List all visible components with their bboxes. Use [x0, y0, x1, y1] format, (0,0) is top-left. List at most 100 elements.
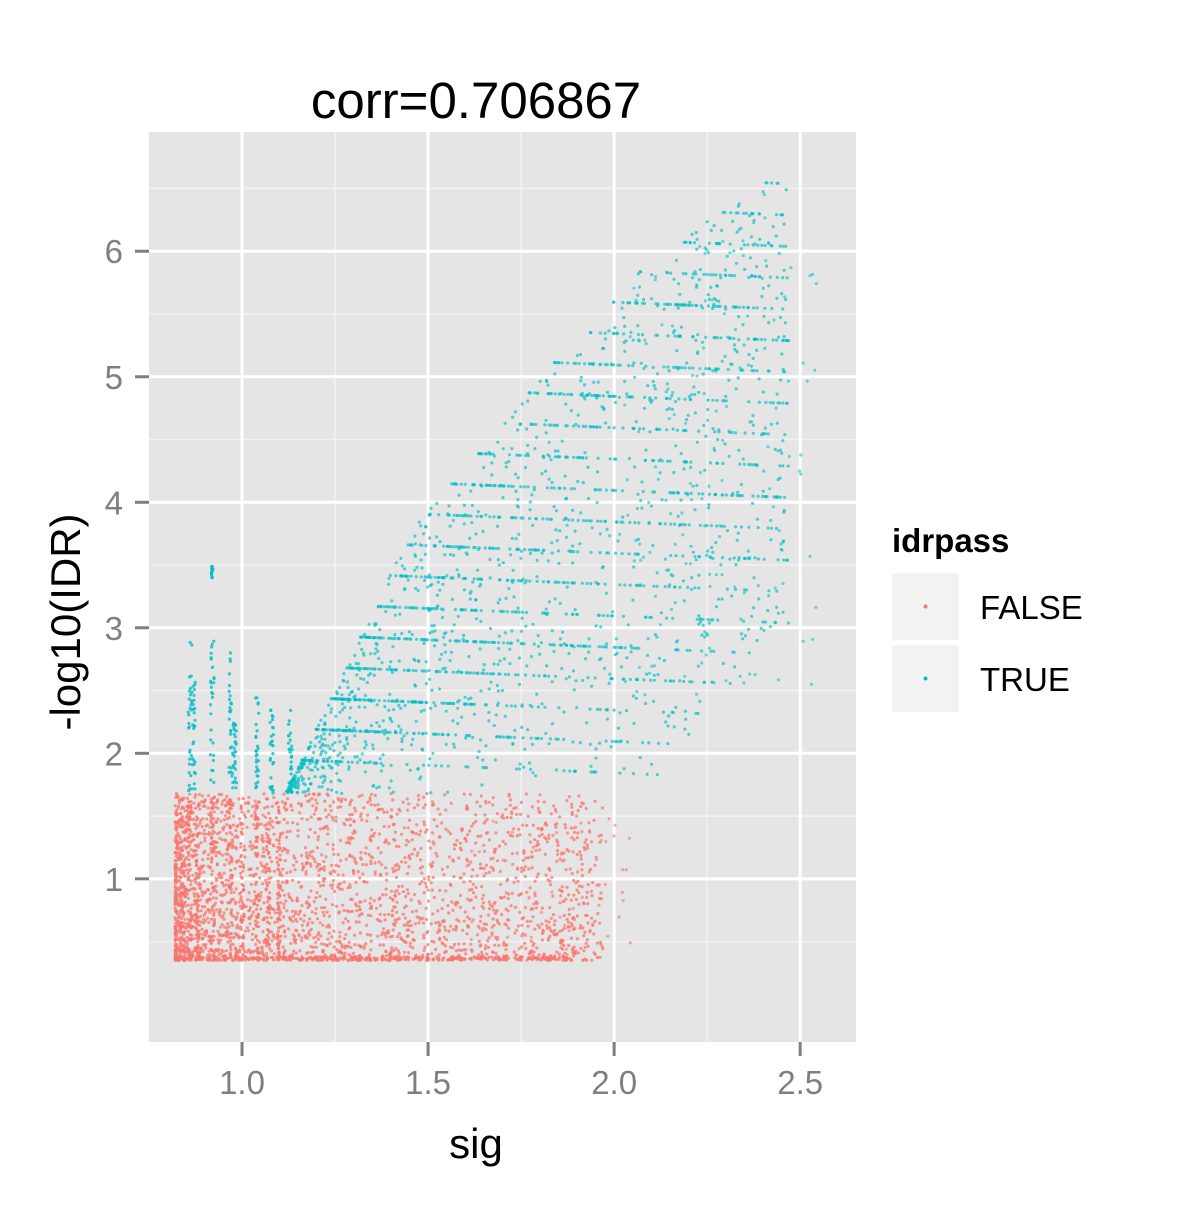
- data-point: [475, 801, 478, 804]
- data-point: [349, 946, 352, 949]
- data-point: [786, 559, 789, 562]
- data-point: [257, 801, 260, 804]
- data-point: [554, 675, 557, 678]
- data-point: [691, 367, 694, 370]
- data-point: [355, 955, 358, 958]
- data-point: [570, 806, 573, 809]
- data-point: [602, 408, 605, 411]
- data-point: [267, 943, 270, 946]
- data-point: [428, 536, 431, 539]
- data-point: [193, 895, 196, 898]
- data-point: [327, 813, 330, 816]
- data-point: [413, 535, 416, 538]
- data-point: [265, 863, 268, 866]
- data-point: [369, 957, 372, 960]
- data-point: [411, 838, 414, 841]
- data-point: [376, 958, 379, 961]
- data-point: [207, 794, 210, 797]
- data-point: [332, 843, 335, 846]
- data-point: [350, 956, 353, 959]
- data-point: [312, 857, 315, 860]
- data-point: [380, 863, 383, 866]
- data-point: [293, 938, 296, 941]
- data-point: [273, 833, 276, 836]
- data-point: [273, 921, 276, 924]
- data-point: [587, 883, 590, 886]
- data-point: [449, 525, 452, 528]
- data-point: [504, 673, 507, 676]
- data-point: [339, 839, 342, 842]
- data-point: [362, 880, 365, 883]
- data-point: [567, 944, 570, 947]
- data-point: [710, 524, 713, 527]
- data-point: [290, 955, 293, 958]
- data-point: [586, 844, 589, 847]
- data-point: [196, 835, 199, 838]
- data-point: [503, 895, 506, 898]
- data-point: [194, 807, 197, 810]
- data-point: [225, 878, 228, 881]
- data-point: [363, 899, 366, 902]
- data-point: [564, 475, 567, 478]
- data-point: [593, 951, 596, 954]
- data-point: [211, 935, 214, 938]
- data-point: [403, 587, 406, 590]
- data-point: [602, 394, 605, 397]
- data-point: [344, 798, 347, 801]
- data-point: [708, 242, 711, 245]
- data-point: [562, 769, 565, 772]
- data-point: [188, 844, 191, 847]
- data-point: [289, 959, 292, 962]
- data-point: [176, 826, 179, 829]
- data-point: [234, 867, 237, 870]
- data-point: [466, 833, 469, 836]
- data-point: [373, 832, 376, 835]
- data-point: [724, 355, 727, 358]
- data-point: [378, 725, 381, 728]
- data-point: [693, 586, 696, 589]
- data-point: [174, 882, 177, 885]
- data-point: [271, 939, 274, 942]
- data-point: [673, 334, 676, 337]
- data-point: [590, 894, 593, 897]
- data-point: [772, 338, 775, 341]
- data-point: [412, 669, 415, 672]
- data-point: [606, 528, 609, 531]
- data-point: [760, 338, 763, 341]
- data-point: [483, 663, 486, 666]
- data-point: [517, 924, 520, 927]
- data-point: [722, 662, 725, 665]
- data-point: [508, 794, 511, 797]
- data-point: [513, 950, 516, 953]
- data-point: [650, 763, 653, 766]
- data-point: [510, 816, 513, 819]
- data-point: [207, 898, 210, 901]
- data-point: [565, 644, 568, 647]
- data-point: [398, 952, 401, 955]
- data-point: [573, 688, 576, 691]
- data-point: [707, 251, 710, 254]
- data-point: [285, 879, 288, 882]
- data-point: [233, 891, 236, 894]
- data-point: [529, 423, 532, 426]
- data-point: [325, 956, 328, 959]
- data-point: [261, 930, 264, 933]
- data-point: [550, 917, 553, 920]
- data-point: [510, 447, 513, 450]
- data-point: [550, 890, 553, 893]
- data-point: [242, 934, 245, 937]
- data-point: [341, 904, 344, 907]
- data-point: [424, 553, 427, 556]
- data-point: [240, 831, 243, 834]
- data-point: [330, 864, 333, 867]
- data-point: [284, 935, 287, 938]
- data-point: [465, 514, 468, 517]
- data-point: [179, 876, 182, 879]
- data-point: [218, 942, 221, 945]
- data-point: [373, 956, 376, 959]
- data-point: [237, 935, 240, 938]
- data-point: [419, 867, 422, 870]
- data-point: [776, 393, 779, 396]
- data-point: [415, 823, 418, 826]
- data-point: [331, 887, 334, 890]
